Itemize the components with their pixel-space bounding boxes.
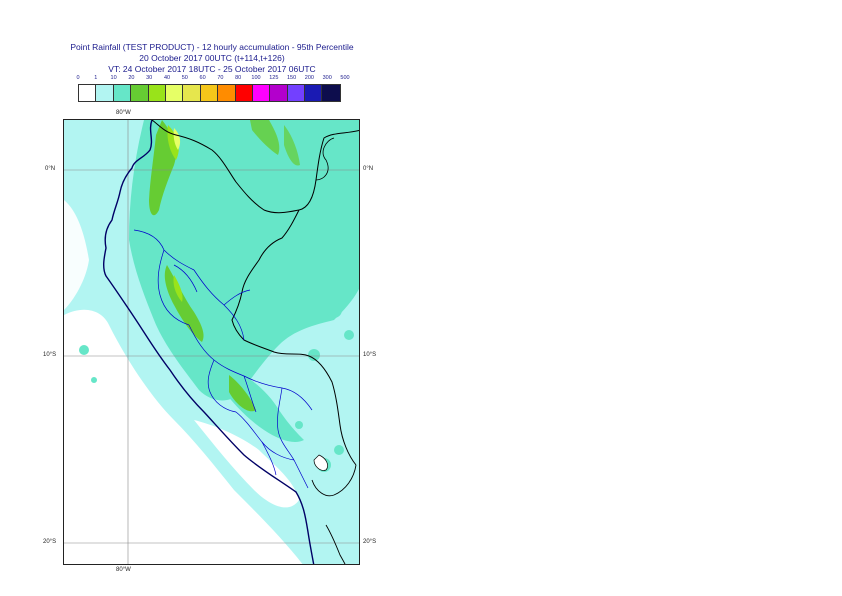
legend-threshold-label: 125: [269, 75, 279, 81]
legend-threshold-label: 60: [199, 75, 206, 81]
graticule: [64, 120, 359, 564]
legend-threshold-label: 50: [181, 75, 188, 81]
lat-label-left-0: 0°N: [45, 166, 56, 172]
dry-area-west: [64, 200, 89, 310]
lake-titicaca: [313, 454, 328, 471]
legend-swatch-8: [218, 85, 236, 101]
map-panel[interactable]: [63, 119, 360, 565]
legend-swatch-0: [79, 85, 97, 101]
heavy-rain-east: [250, 120, 280, 155]
lon-label-bottom: 80°W: [116, 567, 131, 573]
lat-label-right-0: 0°N: [363, 166, 374, 172]
dry-area-south: [64, 309, 303, 564]
title-block: Point Rainfall (TEST PRODUCT) - 12 hourl…: [0, 42, 424, 75]
lon-label-top: 80°W: [116, 110, 131, 116]
coastline: [103, 120, 315, 564]
legend-threshold-label: 30: [146, 75, 153, 81]
legend-threshold-label: 100: [251, 75, 261, 81]
legend-swatch-5: [165, 85, 184, 101]
legend-threshold-label: 40: [163, 75, 171, 81]
legend-swatch-14: [322, 85, 340, 101]
legend-swatch-12: [287, 85, 306, 101]
legend-threshold-label: 300: [322, 75, 332, 81]
base-time: 20 October 2017 00UTC (t+114,t+126): [139, 53, 285, 63]
legend-threshold-label: 1: [94, 75, 98, 81]
legend-threshold-label: 20: [128, 75, 135, 81]
legend-swatch-9: [235, 85, 253, 101]
very-heavy-rain-central: [173, 275, 183, 302]
border-bolivia: [311, 464, 357, 497]
extreme-rain-core: [173, 128, 181, 150]
dry-area-coast: [194, 420, 299, 508]
border-chile: [325, 524, 346, 564]
lat-label-left-20: 20°S: [43, 539, 57, 545]
legend-threshold-label: 70: [217, 75, 224, 81]
legend-threshold-label: 0: [76, 75, 80, 81]
legend-swatch-3: [131, 85, 149, 101]
legend-swatch-6: [183, 85, 201, 101]
legend-threshold-label: 500: [340, 75, 350, 81]
legend-threshold-label: 150: [287, 75, 297, 81]
legend-swatch-1: [96, 85, 114, 101]
moderate-rain-area: [129, 120, 359, 401]
border-colombia: [151, 120, 359, 214]
color-legend: [78, 84, 341, 102]
rainfall-map: [64, 120, 359, 564]
legend-swatch-4: [148, 85, 166, 101]
legend-threshold-labels: 0 1 10 20 30 40 50 60 70 80 100 125 150 200 300 500: [71, 75, 351, 84]
heavy-rain-east-2: [284, 125, 300, 166]
very-heavy-rain: [167, 125, 179, 160]
valid-time: VT: 24 October 2017 18UTC - 25 October 2…: [108, 64, 316, 74]
legend-swatch-10: [252, 85, 271, 101]
moderate-rain-south: [214, 360, 304, 442]
legend-threshold-label: 200: [304, 75, 314, 81]
heavy-rain-south: [229, 375, 256, 412]
legend-swatch-11: [270, 85, 288, 101]
lat-label-right-10: 10°S: [363, 352, 377, 358]
lat-label-right-20: 20°S: [363, 539, 377, 545]
border-north: [315, 137, 335, 181]
legend-swatch-2: [113, 85, 132, 101]
map-title: Point Rainfall (TEST PRODUCT) - 12 hourl…: [70, 42, 354, 52]
legend-swatch-7: [200, 85, 219, 101]
legend-threshold-label: 10: [110, 75, 117, 81]
legend-threshold-label: 80: [235, 75, 242, 81]
legend-swatch-13: [305, 85, 323, 101]
lat-label-left-10: 10°S: [43, 352, 57, 358]
regional-boundaries: [133, 229, 313, 489]
